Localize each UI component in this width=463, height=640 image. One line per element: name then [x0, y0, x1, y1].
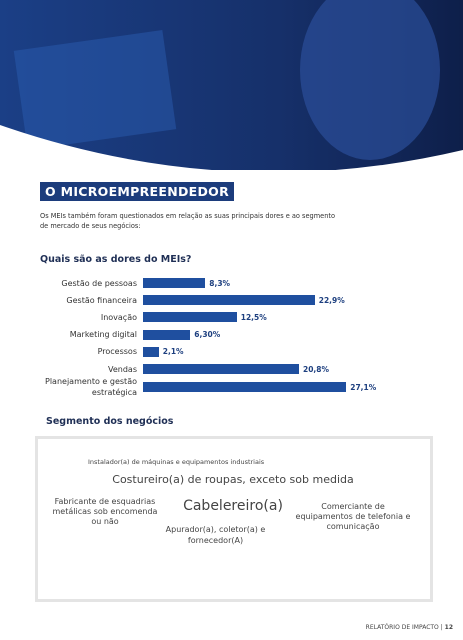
value-label: 6,30%: [194, 330, 221, 340]
segment: Apurador(a), coletor(a) e fornecedor(A): [165, 525, 266, 545]
segment: Comerciante de equipamentos de telefonia…: [295, 502, 411, 531]
intro-text: Os MEIs também foram questionados em rel…: [40, 212, 335, 230]
value-label: 27,1%: [350, 382, 377, 392]
category-label: Inovação: [100, 312, 137, 322]
category-label: Gestão de pessoas: [61, 278, 137, 288]
category-label: Planejamento e gestão estratégica: [45, 377, 137, 398]
value-label: 8,3%: [209, 278, 231, 288]
segment: Fabricante de esquadrias metálicas sob e…: [52, 497, 158, 526]
section-title: Segmento dos negócios: [46, 416, 174, 427]
bar: [143, 312, 237, 323]
word-cloud: Instalador(a) de máquinas e equipamentos…: [35, 436, 433, 602]
bar: [143, 278, 206, 288]
footer-label: RELATÓRIO DE IMPACTO: [365, 624, 439, 631]
heading: O MICROEMPREENDEDOR: [40, 182, 235, 201]
value-label: 20,8%: [303, 364, 330, 374]
page-number: 12: [444, 624, 453, 631]
segment: Cabelereiro(a): [183, 498, 283, 514]
segment: Costureiro(a) de roupas, exceto sob medi…: [112, 473, 354, 486]
category-label: Processos: [97, 347, 137, 357]
value-label: 12,5%: [240, 312, 267, 322]
category-label: Vendas: [108, 364, 137, 374]
category-label: Marketing digital: [69, 330, 137, 340]
bar: [143, 346, 159, 357]
bar: [143, 364, 299, 374]
segment: Instalador(a) de máquinas e equipamentos…: [88, 458, 265, 466]
bar: [143, 295, 315, 306]
chart-title: Quais são as dores do MEIs?: [40, 254, 192, 265]
value-label: 22,9%: [318, 295, 345, 305]
footer: RELATÓRIO DE IMPACTO | 12: [365, 624, 453, 631]
value-label: 2,1%: [162, 347, 184, 357]
cover-photo: [0, 0, 463, 170]
category-label: Gestão financeira: [66, 295, 137, 305]
bar: [143, 329, 191, 340]
bar: [143, 382, 347, 393]
